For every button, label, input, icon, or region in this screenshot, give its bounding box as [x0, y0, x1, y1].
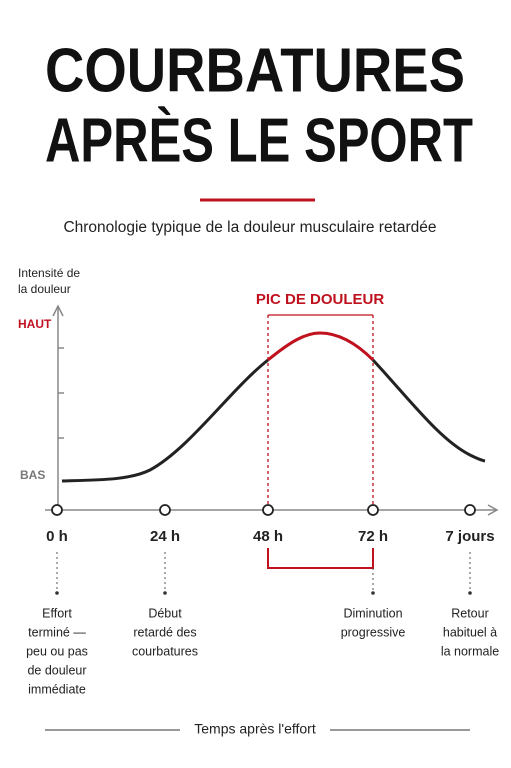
- connector-dot: [468, 591, 472, 595]
- timeline: 0 h Effort terminé — peu ou pas de douleur im…: [26, 504, 499, 696]
- curve-peak: [267, 331, 375, 362]
- y-arrow: [52, 304, 64, 317]
- time-label: 24 h: [150, 528, 180, 545]
- title-line: APRÈS LE SPORT: [45, 106, 473, 175]
- description: peu ou pas: [26, 644, 88, 658]
- connector-dot: [371, 591, 375, 595]
- description: retardé des: [133, 625, 196, 639]
- description: habituel à: [443, 625, 497, 639]
- y-axis-label: la douleur: [18, 282, 71, 296]
- x-axis-label: Temps après l'effort: [194, 721, 316, 737]
- connector-dot: [55, 591, 59, 595]
- time-label: 0 h: [46, 528, 68, 545]
- y-high-label: HAUT: [18, 317, 52, 331]
- timeline-point: [159, 504, 171, 516]
- description: la normale: [441, 644, 499, 658]
- curve: [61, 358, 269, 483]
- x-arrow: [487, 504, 499, 516]
- description: de douleur: [27, 663, 86, 677]
- description: immédiate: [28, 682, 86, 696]
- description: terminé —: [28, 625, 86, 639]
- timeline-point: [51, 504, 63, 516]
- description: Retour: [451, 606, 489, 620]
- peak-label: PIC DE DOULEUR: [256, 291, 385, 308]
- y-low-label: BAS: [20, 468, 45, 482]
- time-label: 48 h: [253, 528, 283, 545]
- subtitle: Chronologie typique de la douleur muscul…: [63, 219, 436, 236]
- description: Diminution: [343, 606, 402, 620]
- timeline-point: [464, 504, 476, 516]
- y-axis-label: Intensité de: [18, 266, 80, 280]
- description: courbatures: [132, 644, 198, 658]
- description: Effort: [42, 606, 72, 620]
- time-label: 72 h: [358, 528, 388, 545]
- title-line: COURBATURES: [45, 36, 465, 105]
- connector-dot: [163, 591, 167, 595]
- peak-box: [267, 314, 374, 569]
- description: progressive: [341, 625, 406, 639]
- time-label: 7 jours: [445, 528, 494, 545]
- timeline-point: [367, 504, 379, 516]
- peak-bracket: [267, 548, 374, 569]
- curve: [371, 358, 486, 463]
- description: Début: [148, 606, 182, 620]
- timeline-point: [262, 504, 274, 516]
